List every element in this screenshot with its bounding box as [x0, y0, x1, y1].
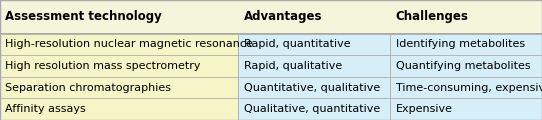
Text: Identifying metabolites: Identifying metabolites	[396, 39, 525, 49]
Bar	[0, 33, 542, 34]
Bar	[238, 34, 390, 55]
Bar	[0, 77, 238, 98]
Bar	[390, 55, 542, 77]
Text: Qualitative, quantitative: Qualitative, quantitative	[244, 104, 380, 114]
Bar	[390, 34, 542, 55]
Bar	[238, 55, 390, 77]
Text: Advantages: Advantages	[244, 10, 322, 23]
Text: Quantifying metabolites: Quantifying metabolites	[396, 61, 530, 71]
Text: Assessment technology: Assessment technology	[5, 10, 162, 23]
Text: Rapid, qualitative: Rapid, qualitative	[244, 61, 342, 71]
Text: Time-consuming, expensive: Time-consuming, expensive	[396, 83, 542, 93]
Bar	[0, 55, 238, 77]
Text: High resolution mass spectrometry: High resolution mass spectrometry	[5, 61, 201, 71]
Bar	[0, 34, 238, 55]
Text: High-resolution nuclear magnetic resonance: High-resolution nuclear magnetic resonan…	[5, 39, 253, 49]
Text: Challenges: Challenges	[396, 10, 468, 23]
Bar	[238, 98, 390, 120]
Bar	[238, 77, 390, 98]
Bar	[390, 77, 542, 98]
Text: Rapid, quantitative: Rapid, quantitative	[244, 39, 351, 49]
Text: Expensive: Expensive	[396, 104, 453, 114]
Text: Quantitative, qualitative: Quantitative, qualitative	[244, 83, 380, 93]
Bar	[390, 98, 542, 120]
Bar	[0, 0, 542, 34]
Text: Affinity assays: Affinity assays	[5, 104, 86, 114]
Bar	[0, 98, 238, 120]
Text: Separation chromatographies: Separation chromatographies	[5, 83, 171, 93]
